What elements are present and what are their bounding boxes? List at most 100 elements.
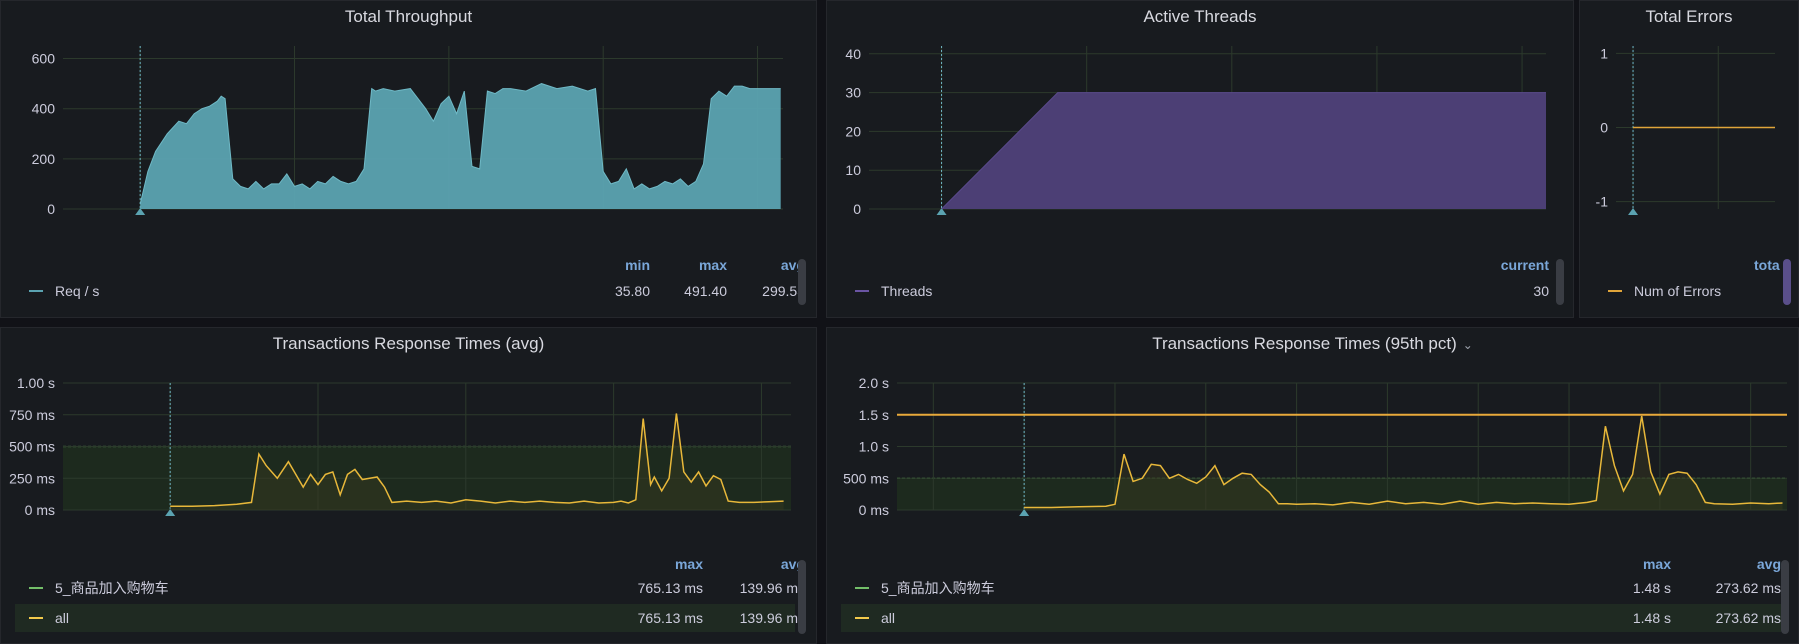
legend-row[interactable]: all 1.48 s 273.62 ms [841, 604, 1781, 632]
legend-scrollbar[interactable] [1781, 560, 1789, 634]
legend-row[interactable]: Req / s 35.80 491.40 299.53 [15, 277, 805, 305]
panel-title[interactable]: Total Errors [1645, 7, 1733, 26]
x-tick-label: 00:12 [1069, 228, 1104, 231]
legend-value-avg: 139.96 ms [739, 580, 805, 596]
y-tick-label: 750 ms [9, 407, 55, 423]
series-area [140, 83, 781, 209]
legend-value-avg: 273.62 ms [1715, 610, 1781, 626]
x-tick-label: 00:16 [586, 228, 621, 231]
panel-title[interactable]: Transactions Response Times (95th pct) ⌄ [827, 334, 1798, 354]
x-tick-label: 00:16 [1359, 228, 1394, 231]
legend-value-current: 30 [1533, 283, 1549, 299]
legend-scrollbar[interactable] [1783, 259, 1791, 305]
y-tick-label: 250 ms [9, 470, 55, 486]
panel-total-throughput: Total Throughput 0 200 400 600 00:10 00:12 00:… [0, 0, 817, 318]
panel-total-errors: Total Errors -1 0 1 00:10 00:15 tota Num of … [1579, 0, 1799, 318]
y-tick-label: 400 [32, 101, 56, 117]
y-tick-label: 0 [47, 201, 55, 217]
x-tick-label: 00:10 [1616, 228, 1651, 231]
x-tick-label: 00:14 [1370, 527, 1405, 528]
throughput-legend: min max avg Req / s 35.80 491.40 299.53 [15, 255, 805, 311]
annotation-marker [936, 208, 947, 215]
panel-title-text: Transactions Response Times (95th pct) [1152, 334, 1457, 353]
legend-row[interactable]: 5_商品加入购物车 1.48 s 273.62 ms [841, 574, 1781, 602]
y-tick-label: 500 ms [9, 439, 55, 455]
panel-response-times-p95: Transactions Response Times (95th pct) ⌄ … [826, 327, 1799, 644]
x-tick-label: 00:17 [1642, 527, 1677, 528]
legend-header-avg[interactable]: avg [1756, 556, 1781, 572]
legend-swatch [1608, 290, 1622, 292]
series-line [1024, 415, 1783, 509]
legend-value-avg: 273.62 ms [1715, 580, 1781, 596]
threads-chart[interactable]: 0 10 20 30 40 00:10 00:12 00:14 00:16 00:18 [827, 1, 1574, 231]
legend-header-max[interactable]: max [698, 257, 727, 273]
rt-p95-chart[interactable]: 0 ms 500 ms 1.0 s 1.5 s 2.0 s 00:09 00:10 00:11… [827, 328, 1799, 528]
x-tick-label: 00:10 [924, 228, 959, 231]
legend-swatch [29, 587, 43, 589]
legend-header-max[interactable]: max [1642, 556, 1671, 572]
y-tick-label: 1.00 s [17, 375, 55, 391]
y-tick-label: 1 [1600, 45, 1608, 61]
legend-row[interactable]: 5_商品加入购物车 765.13 ms 139.96 ms [15, 574, 805, 602]
legend-header-avg[interactable]: avg [780, 556, 805, 572]
rt-p95-legend: max avg 5_商品加入购物车 1.48 s 273.62 ms all 1… [841, 556, 1781, 640]
errors-legend: tota Num of Errors [1594, 255, 1794, 311]
y-tick-label: 200 [32, 151, 56, 167]
x-tick-label: 00:18 [744, 527, 779, 528]
legend-series-name: all [881, 610, 896, 626]
legend-row[interactable]: all 765.13 ms 139.96 ms [15, 604, 805, 632]
legend-header-current[interactable]: current [1500, 257, 1549, 273]
panel-title[interactable]: Total Throughput [344, 7, 473, 26]
annotation-marker [165, 509, 176, 516]
legend-value-avg: 139.96 ms [739, 610, 805, 626]
legend-scrollbar[interactable] [1556, 259, 1564, 305]
y-tick-label: 2.0 s [859, 375, 889, 391]
panel-title[interactable]: Active Threads [1143, 7, 1257, 26]
legend-row[interactable]: Threads 30 [841, 277, 1555, 305]
legend-value-max: 1.48 s [1632, 610, 1671, 626]
legend-swatch [855, 587, 869, 589]
y-tick-label: 600 [32, 51, 56, 67]
legend-value-avg: 299.53 [762, 283, 805, 299]
chevron-down-icon[interactable]: ⌄ [1462, 338, 1473, 352]
legend-scrollbar[interactable] [798, 259, 806, 305]
x-tick-label: 00:10 [1007, 527, 1042, 528]
series-area [170, 413, 784, 510]
y-tick-label: -1 [1596, 194, 1609, 210]
legend-series-name: 5_商品加入购物车 [881, 580, 995, 596]
legend-row[interactable]: Num of Errors [1594, 277, 1794, 305]
panel-active-threads: Active Threads 01020304000:1000:1200:140… [826, 0, 1574, 318]
legend-swatch [855, 290, 869, 292]
panel-title[interactable]: Transactions Response Times (avg) [272, 334, 545, 353]
rt-avg-chart[interactable]: 0 ms 250 ms 500 ms 750 ms 1.00 s 00:10 00:12 00… [1, 328, 817, 528]
legend-series-name: 5_商品加入购物车 [55, 580, 169, 596]
x-tick-label: 00:18 [1505, 228, 1540, 231]
x-tick-label: 00:09 [916, 527, 951, 528]
x-tick-label: 00:12 [277, 228, 312, 231]
x-tick-label: 00:16 [1552, 527, 1587, 528]
legend-header-max[interactable]: max [674, 556, 703, 572]
y-tick-label: 10 [845, 162, 861, 178]
legend-series-name: Req / s [55, 283, 100, 299]
legend-header-min[interactable]: min [625, 257, 650, 273]
legend-value-max: 765.13 ms [637, 610, 703, 626]
y-tick-label: 0 [853, 201, 861, 217]
x-tick-label: 00:12 [1188, 527, 1223, 528]
legend-scrollbar[interactable] [798, 560, 806, 634]
series-line [941, 92, 1546, 210]
legend-header-total[interactable]: tota [1754, 257, 1780, 273]
x-tick-label: 00:14 [1214, 228, 1249, 231]
x-tick-label: 00:15 [1701, 228, 1736, 231]
threads-legend: current Threads 30 [841, 255, 1555, 311]
x-tick-label: 00:13 [1279, 527, 1314, 528]
legend-swatch [29, 617, 43, 619]
x-tick-label: 00:14 [448, 527, 483, 528]
series-line [139, 83, 781, 205]
errors-chart[interactable]: -1 0 1 00:10 00:15 [1580, 1, 1799, 231]
throughput-chart[interactable]: 0 200 400 600 00:10 00:12 00:14 00:16 00:18 [1, 1, 817, 231]
x-tick-label: 00:15 [1461, 527, 1496, 528]
panel-response-times-avg: Transactions Response Times (avg) 0 ms 25… [0, 327, 817, 644]
x-tick-label: 00:11 [1098, 527, 1132, 528]
legend-header-avg[interactable]: avg [780, 257, 805, 273]
threshold-band [897, 478, 1787, 510]
